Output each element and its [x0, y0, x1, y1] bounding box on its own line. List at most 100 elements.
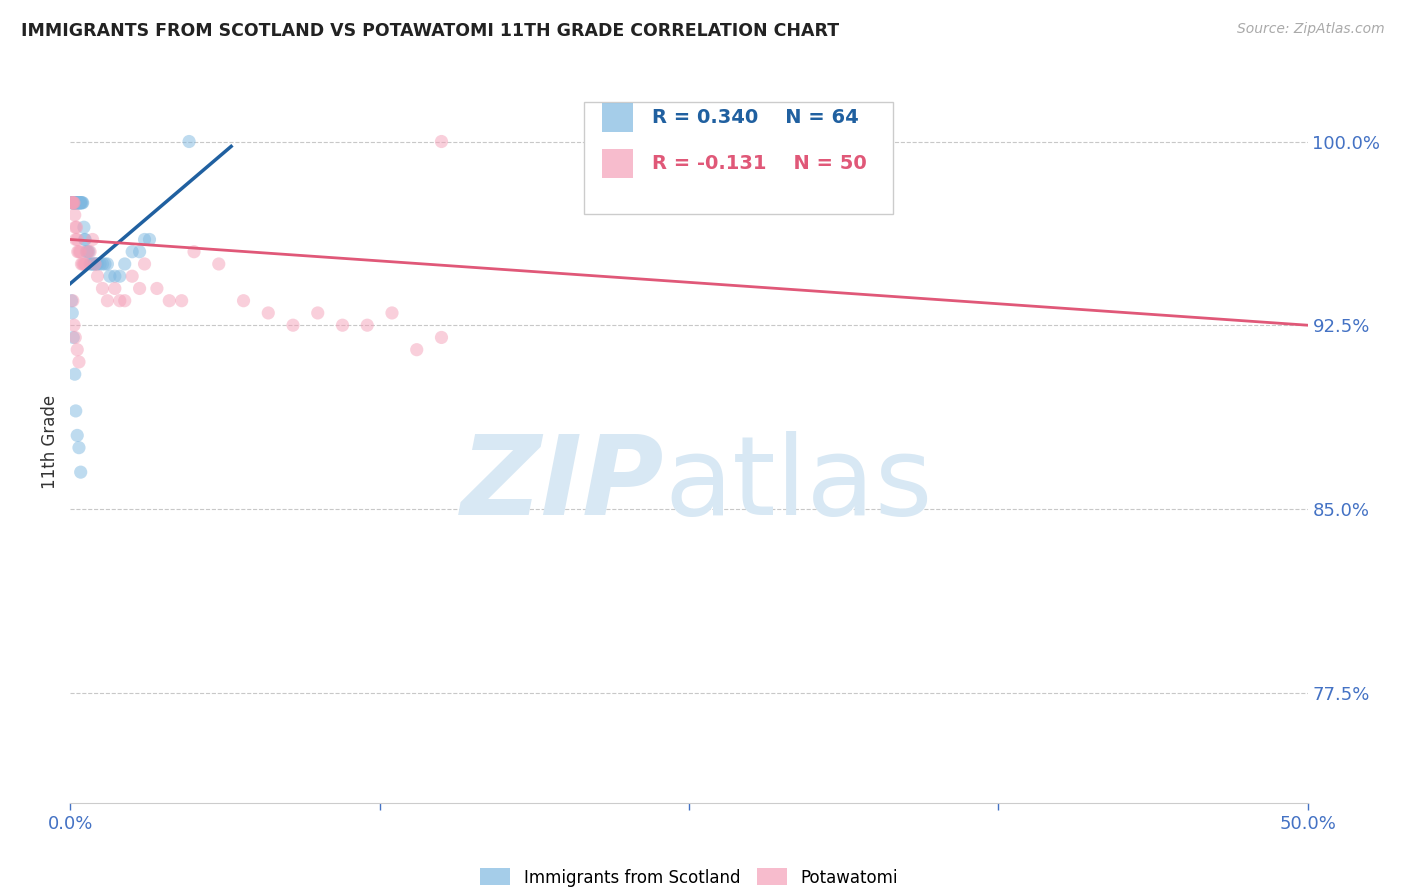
Point	[157, 293, 180, 308]
Point	[65, 232, 87, 246]
Point	[73, 232, 96, 246]
Point	[104, 269, 127, 284]
Polygon shape	[602, 103, 633, 132]
Point	[86, 269, 108, 284]
Point	[63, 318, 86, 333]
Point	[70, 257, 93, 271]
Point	[84, 257, 107, 271]
Point	[96, 293, 118, 308]
Point	[75, 257, 97, 271]
Point	[66, 244, 89, 259]
Point	[63, 195, 86, 210]
Point	[60, 306, 83, 320]
Point	[79, 257, 101, 271]
Point	[69, 195, 91, 210]
Point	[128, 244, 150, 259]
Point	[65, 195, 87, 210]
Point	[63, 367, 86, 381]
FancyBboxPatch shape	[583, 102, 893, 214]
Point	[94, 257, 117, 271]
Point	[82, 232, 104, 246]
Point	[62, 195, 84, 210]
Point	[91, 281, 114, 295]
Point	[65, 195, 87, 210]
Point	[89, 257, 111, 271]
Legend: Immigrants from Scotland, Potawatomi: Immigrants from Scotland, Potawatomi	[474, 862, 904, 892]
Y-axis label: 11th Grade: 11th Grade	[41, 394, 59, 489]
Point	[183, 244, 205, 259]
Point	[128, 281, 150, 295]
Text: ZIP: ZIP	[461, 432, 664, 539]
Point	[63, 195, 86, 210]
Point	[430, 135, 453, 149]
Point	[91, 257, 114, 271]
Point	[67, 195, 90, 210]
Point	[67, 195, 90, 210]
Point	[60, 195, 83, 210]
Point	[65, 220, 87, 235]
Point	[177, 135, 200, 149]
Point	[70, 195, 93, 210]
Point	[67, 355, 90, 369]
Point	[108, 269, 131, 284]
Point	[66, 428, 89, 442]
Point	[62, 195, 84, 210]
Point	[138, 232, 160, 246]
Polygon shape	[602, 149, 633, 178]
Point	[121, 269, 143, 284]
Point	[70, 195, 93, 210]
Point	[73, 257, 96, 271]
Point	[65, 195, 87, 210]
Point	[65, 220, 87, 235]
Point	[66, 195, 89, 210]
Point	[66, 195, 89, 210]
Point	[86, 257, 108, 271]
Point	[67, 244, 90, 259]
Point	[84, 257, 107, 271]
Point	[63, 195, 86, 210]
Point	[79, 244, 101, 259]
Point	[60, 195, 83, 210]
Point	[108, 293, 131, 308]
Point	[77, 244, 100, 259]
Point	[83, 257, 105, 271]
Point	[62, 195, 84, 210]
Point	[381, 306, 404, 320]
Point	[76, 244, 98, 259]
Point	[60, 293, 83, 308]
Point	[307, 306, 329, 320]
Point	[82, 257, 104, 271]
Point	[76, 244, 98, 259]
Point	[281, 318, 304, 333]
Point	[67, 195, 90, 210]
Text: IMMIGRANTS FROM SCOTLAND VS POTAWATOMI 11TH GRADE CORRELATION CHART: IMMIGRANTS FROM SCOTLAND VS POTAWATOMI 1…	[21, 22, 839, 40]
Point	[75, 232, 97, 246]
Point	[66, 232, 89, 246]
Point	[69, 195, 91, 210]
Point	[65, 195, 87, 210]
Point	[134, 232, 156, 246]
Point	[69, 195, 91, 210]
Point	[69, 195, 91, 210]
Point	[62, 195, 84, 210]
Point	[75, 244, 97, 259]
Point	[62, 330, 84, 344]
Point	[62, 195, 84, 210]
Point	[232, 293, 254, 308]
Point	[80, 257, 103, 271]
Point	[65, 404, 87, 418]
Point	[67, 441, 90, 455]
Text: Source: ZipAtlas.com: Source: ZipAtlas.com	[1237, 22, 1385, 37]
Point	[65, 195, 87, 210]
Point	[63, 195, 86, 210]
Text: R = 0.340    N = 64: R = 0.340 N = 64	[652, 108, 859, 128]
Point	[73, 220, 96, 235]
Point	[84, 257, 107, 271]
Point	[104, 281, 127, 295]
Point	[62, 195, 84, 210]
Point	[405, 343, 427, 357]
Point	[170, 293, 193, 308]
Text: atlas: atlas	[664, 432, 932, 539]
Point	[62, 293, 84, 308]
Point	[356, 318, 378, 333]
